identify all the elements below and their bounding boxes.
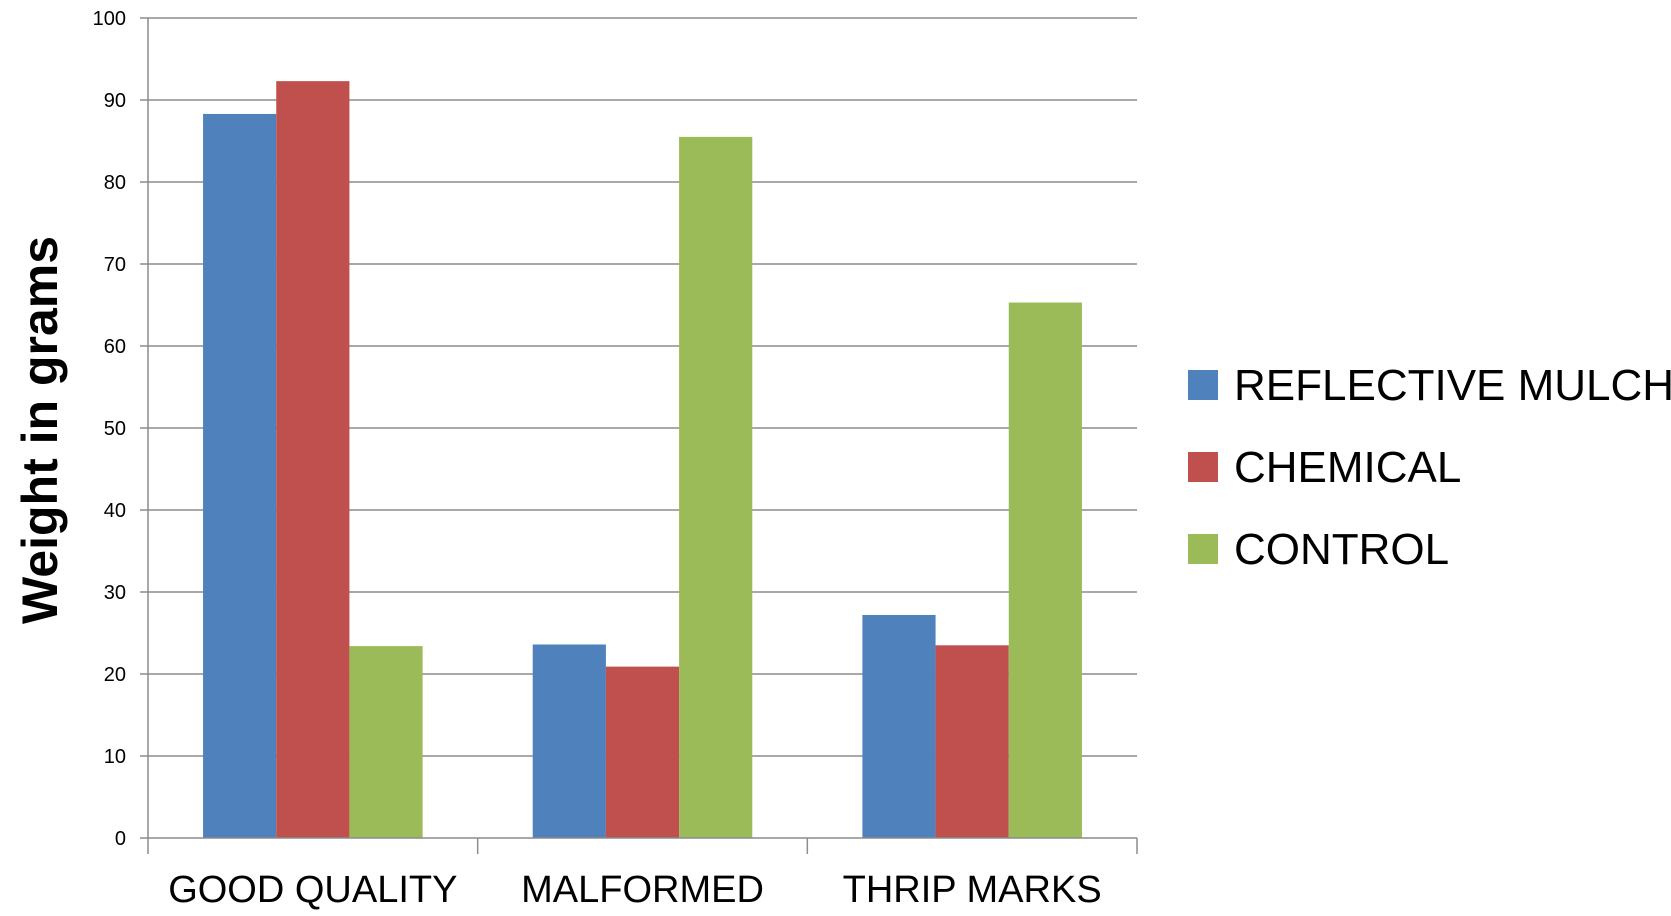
- axes: [140, 17, 1138, 854]
- y-tick-label: 40: [104, 500, 126, 522]
- category-label: THRIP MARKS: [843, 869, 1102, 911]
- legend-swatch: [1188, 534, 1218, 564]
- y-tick-label: 20: [104, 664, 126, 686]
- y-tick-label: 80: [104, 172, 126, 194]
- bars: [203, 81, 1082, 838]
- bar: [276, 81, 350, 838]
- y-tick-label: 10: [104, 746, 126, 768]
- y-tick-label: 0: [115, 828, 126, 850]
- legend: REFLECTIVE MULCH CHEMICAL CONTROL: [1188, 361, 1671, 574]
- bar: [605, 666, 680, 838]
- y-axis-label: Weight in grams: [12, 236, 68, 624]
- y-tick-label: 100: [93, 8, 126, 30]
- bar: [862, 614, 936, 838]
- category-label: GOOD QUALITY: [168, 869, 457, 911]
- legend-label: CONTROL: [1234, 525, 1449, 574]
- y-tick-labels: 0 10 20 30 40 50 60 70 80 90 100: [93, 8, 126, 850]
- y-tick-label: 60: [104, 336, 126, 358]
- bar: [532, 644, 606, 838]
- bar: [349, 646, 423, 838]
- bar: [1008, 302, 1082, 838]
- bar: [679, 136, 753, 838]
- y-tick-label: 90: [104, 90, 126, 112]
- y-tick-label: 30: [104, 582, 126, 604]
- category-labels: GOOD QUALITY MALFORMED THRIP MARKS: [168, 869, 1101, 911]
- legend-label: CHEMICAL: [1234, 443, 1461, 492]
- legend-swatch: [1188, 370, 1218, 400]
- y-tick-label: 70: [104, 254, 126, 276]
- y-tick-label: 50: [104, 418, 126, 440]
- legend-swatch: [1188, 452, 1218, 482]
- bar: [203, 113, 277, 838]
- legend-label: REFLECTIVE MULCH: [1234, 361, 1671, 410]
- category-label: MALFORMED: [521, 869, 764, 911]
- bar: [935, 645, 1009, 838]
